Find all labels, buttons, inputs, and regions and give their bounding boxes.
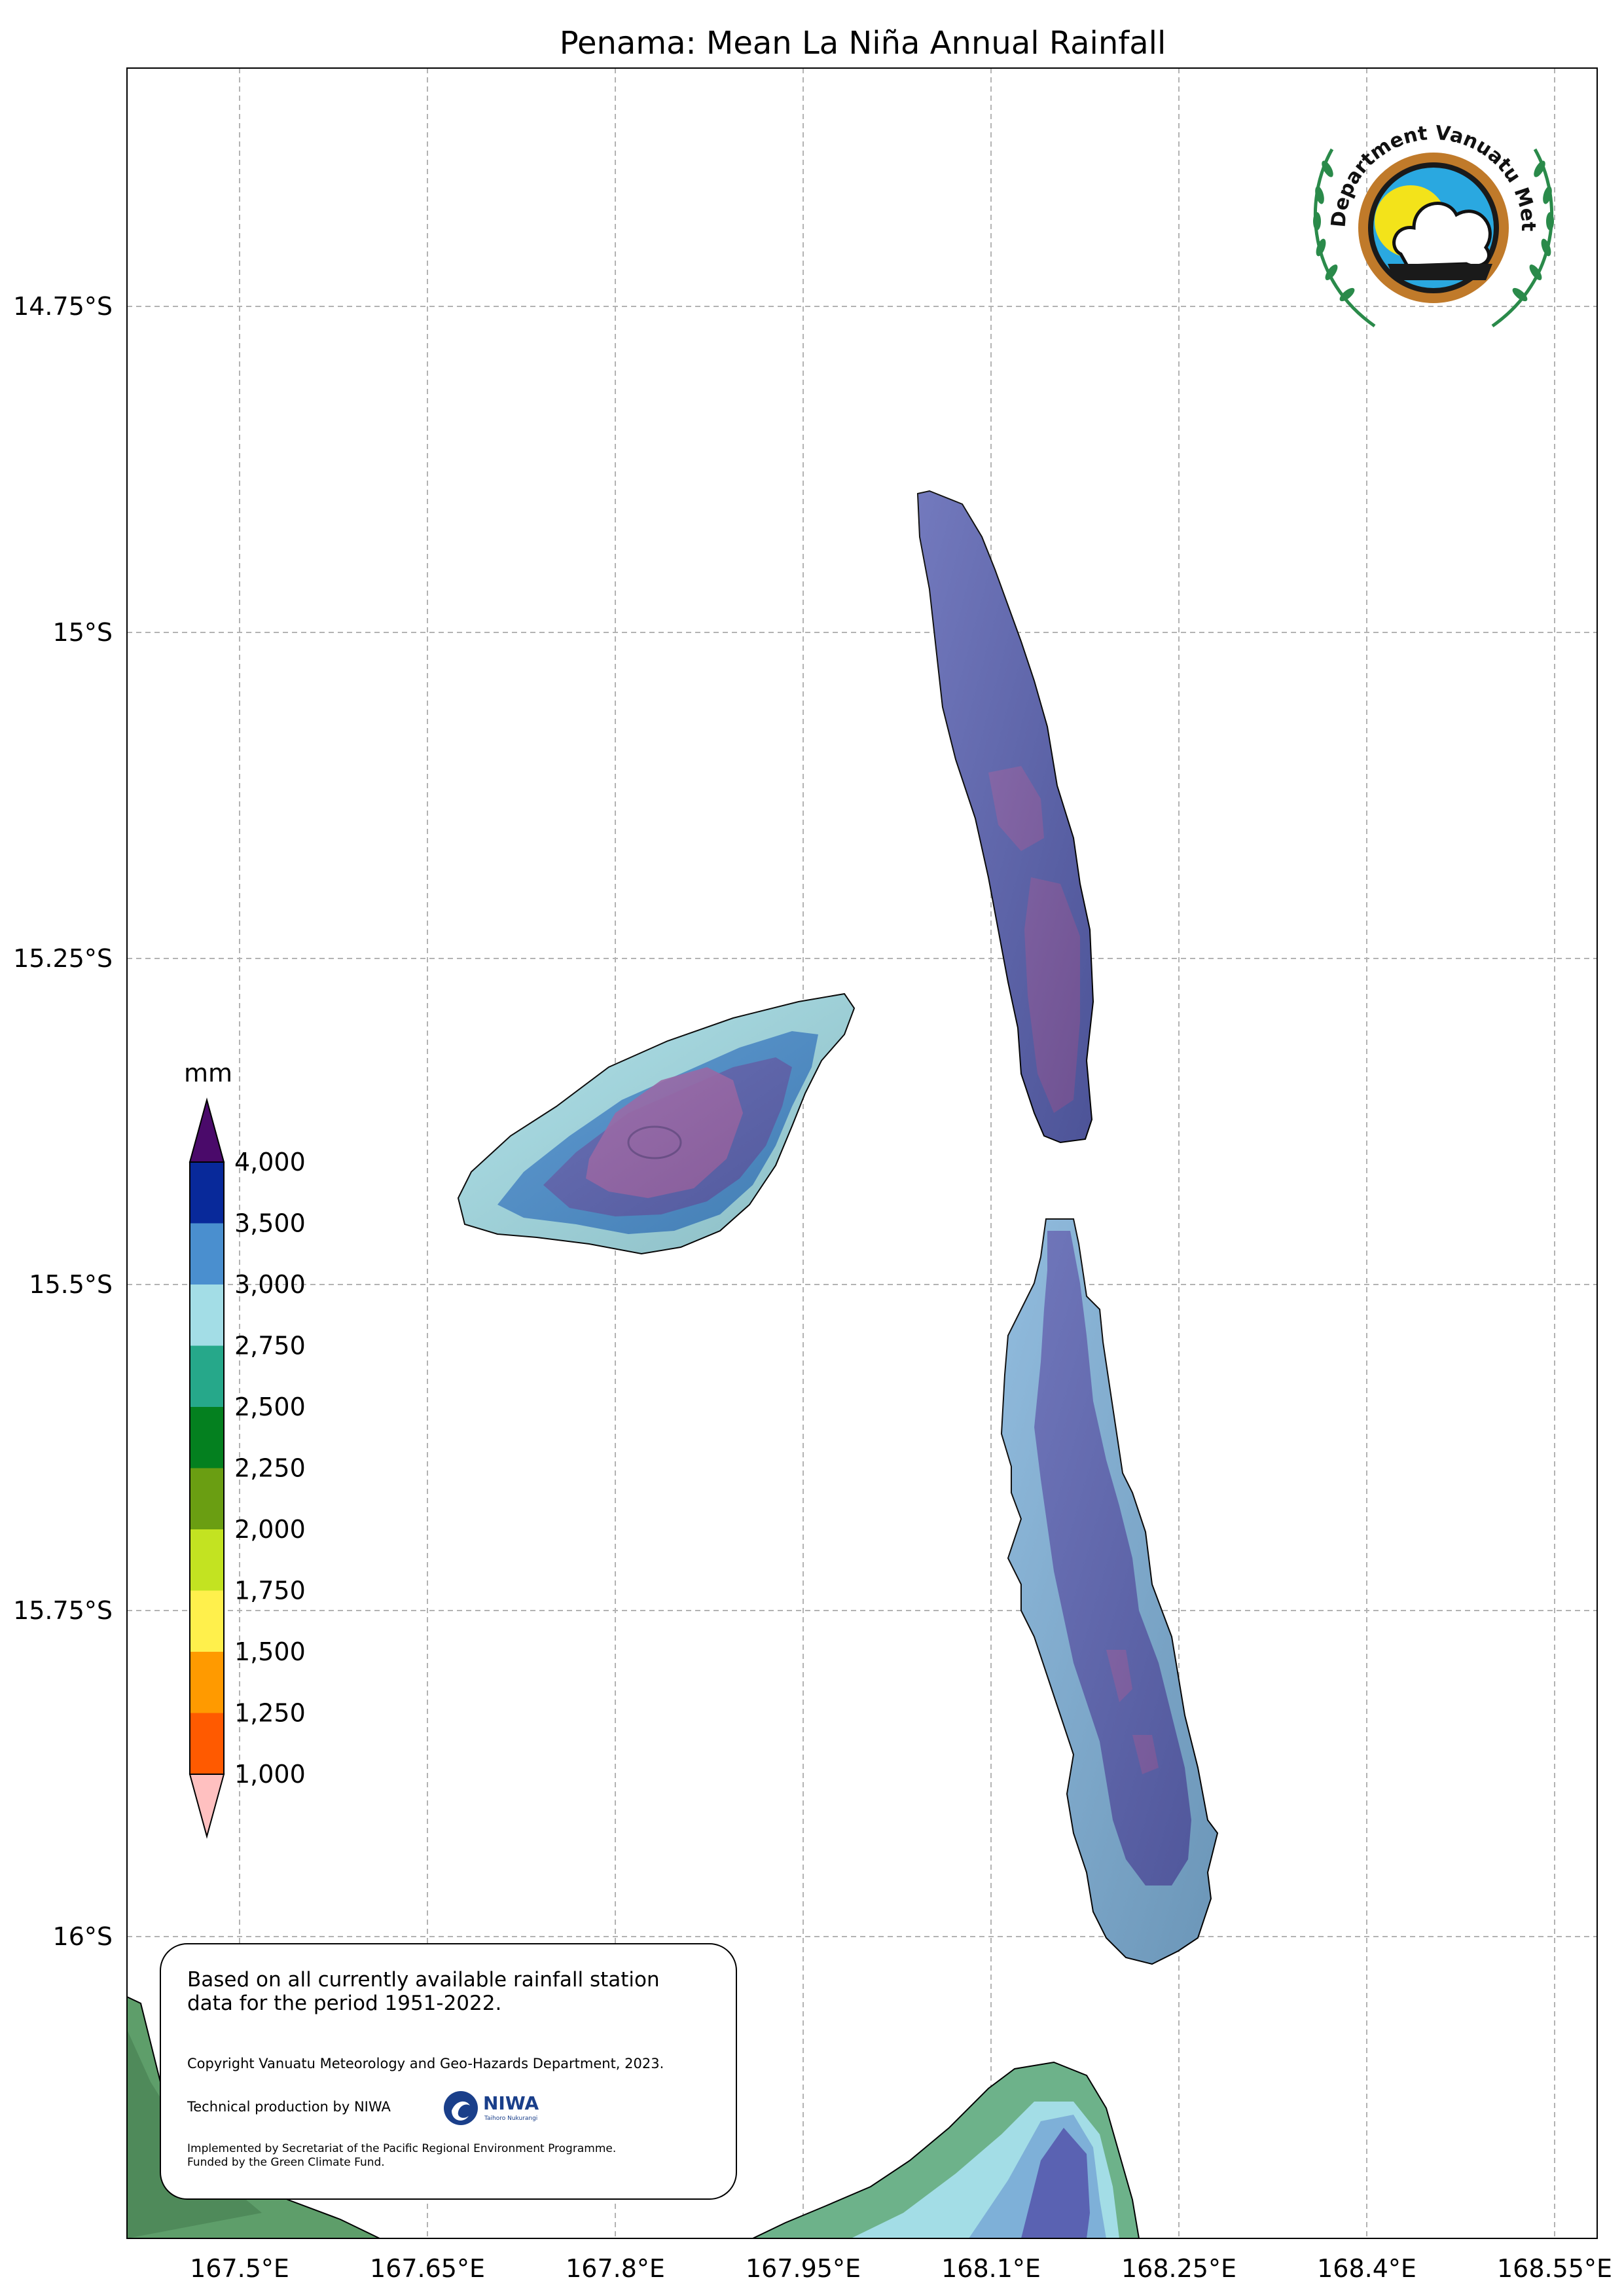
colorbar-segment <box>190 1223 224 1285</box>
x-tick-label: 167.65°E <box>370 2254 485 2283</box>
x-tick-label: 168.25°E <box>1121 2254 1236 2283</box>
colorbar-unit: mm <box>184 1059 232 1087</box>
colorbar-segment <box>190 1590 224 1652</box>
info-implemented: Implemented by Secretariat of the Pacifi… <box>187 2142 685 2170</box>
colorbar-tick-label: 4,000 <box>234 1148 306 1176</box>
gridlines <box>127 68 1597 2238</box>
x-tick-label: 167.95°E <box>746 2254 861 2283</box>
colorbar-under-triangle <box>189 1774 225 1839</box>
colorbar-tick-label: 1,500 <box>234 1637 306 1666</box>
vmgd-logo: Department Vanuatu Meteorology and Geo-H… <box>1288 79 1571 352</box>
y-tick-label: 15°S <box>53 618 113 647</box>
info-main-text: Based on all currently available rainfal… <box>187 1968 660 2015</box>
plot-frame <box>126 67 1598 2239</box>
colorbar-tick-label: 2,250 <box>234 1454 306 1483</box>
info-funded-line: Funded by the Green Climate Fund. <box>187 2156 385 2169</box>
niwa-subtext: Taihoro Nukurangi <box>484 2115 537 2122</box>
x-tick-label: 168.4°E <box>1317 2254 1416 2283</box>
info-box: Based on all currently available rainfal… <box>160 1943 737 2200</box>
colorbar-tick-label: 2,000 <box>234 1515 306 1544</box>
colorbar-over-triangle <box>189 1097 225 1163</box>
colorbar-tick-label: 1,250 <box>234 1699 306 1728</box>
colorbar-segment <box>190 1468 224 1529</box>
colorbar-segment <box>190 1345 224 1407</box>
colorbar-tick-label: 2,750 <box>234 1332 306 1360</box>
info-technical: Technical production by NIWA <box>187 2099 391 2115</box>
colorbar-segment <box>190 1529 224 1591</box>
y-tick-label: 15.5°S <box>29 1270 113 1299</box>
colorbar: mm 4,000 3,500 3,000 2,750 2,500 2,250 2,000 1,… <box>184 1059 306 1839</box>
colorbar-segment <box>190 1652 224 1713</box>
y-tick-label: 16°S <box>53 1922 113 1951</box>
x-tick-label: 168.1°E <box>941 2254 1041 2283</box>
island-pentecost <box>1000 1218 1219 1965</box>
x-tick-label: 167.5°E <box>190 2254 289 2283</box>
colorbar-segment <box>190 1285 224 1346</box>
x-axis-ticks: 167.5°E 167.65°E 167.8°E 167.95°E 168.1°… <box>190 2254 1612 2283</box>
niwa-logo: NIWA Taihoro Nukurangi <box>444 2091 539 2125</box>
colorbar-tick-label: 1,750 <box>234 1576 306 1605</box>
colorbar-segment <box>190 1407 224 1468</box>
island-malekula-partial <box>752 2061 1140 2238</box>
colorbar-labels: 4,000 3,500 3,000 2,750 2,500 2,250 2,000 1,750… <box>234 1148 306 1789</box>
colorbar-frame <box>189 1161 225 1775</box>
y-tick-label: 15.75°S <box>13 1596 113 1625</box>
colorbar-tick-label: 2,500 <box>234 1393 306 1421</box>
colorbar-segment <box>190 1162 224 1224</box>
x-tick-label: 167.8°E <box>566 2254 665 2283</box>
colorbar-segment <box>190 1713 224 1774</box>
y-tick-label: 15.25°S <box>13 944 113 973</box>
y-axis-ticks: 14.75°S 15°S 15.25°S 15.5°S 15.75°S 16°S <box>13 292 113 1951</box>
niwa-text: NIWA <box>483 2092 539 2114</box>
x-tick-label: 168.55°E <box>1497 2254 1612 2283</box>
colorbar-tick-label: 3,000 <box>234 1270 306 1299</box>
y-tick-label: 14.75°S <box>13 292 113 321</box>
map-title: Penama: Mean La Niña Annual Rainfall <box>560 25 1166 62</box>
colorbar-segments <box>189 1097 225 1839</box>
colorbar-tick-label: 1,000 <box>234 1760 306 1789</box>
info-implemented-line: Implemented by Secretariat of the Pacifi… <box>187 2142 617 2155</box>
colorbar-tick-label: 3,500 <box>234 1209 306 1238</box>
island-ambae <box>457 993 856 1255</box>
info-copyright: Copyright Vanuatu Meteorology and Geo-Ha… <box>187 2056 664 2071</box>
island-maewo <box>916 490 1094 1144</box>
